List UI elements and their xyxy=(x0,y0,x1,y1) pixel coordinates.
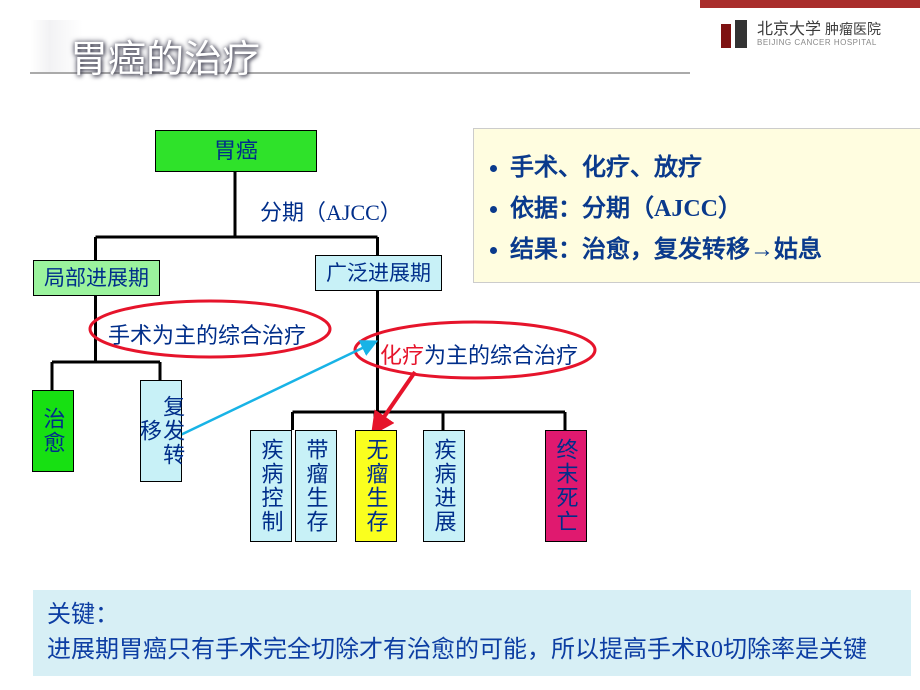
page-title: 胃癌的治疗 xyxy=(70,28,260,83)
bullet-item: 手术、化疗、放疗 xyxy=(510,147,907,182)
node-progress: 疾病进展 xyxy=(423,430,465,542)
node-death: 终末死亡 xyxy=(545,430,587,542)
node-tumorfree: 无瘤生存 xyxy=(355,430,397,542)
logo-hospital-text: 肿瘤医院 xyxy=(825,23,881,38)
surgery-strategy-label: 手术为主的综合治疗 xyxy=(108,318,306,350)
node-left: 局部进展期 xyxy=(33,260,160,296)
logo-icon xyxy=(717,18,751,52)
node-root: 胃癌 xyxy=(155,130,317,172)
node-right: 广泛进展期 xyxy=(315,255,442,291)
header-red-bar xyxy=(700,0,920,8)
chemo-suffix: 为主的综合治疗 xyxy=(424,343,578,368)
staging-label: 分期（AJCC） xyxy=(260,195,402,227)
node-relapse: 复发转移 xyxy=(140,380,182,482)
chemo-prefix: 化疗 xyxy=(380,343,424,368)
hospital-logo: 北京大学 肿瘤医院 BEIJING CANCER HOSPITAL xyxy=(717,18,902,52)
bullet-item: 结果：治愈，复发转移→姑息 xyxy=(510,229,907,264)
bottom-key-note: 关键： 进展期胃癌只有手术完全切除才有治愈的可能，所以提高手术R0切除率是关键 xyxy=(33,590,911,676)
bullets-panel: 手术、化疗、放疗依据：分期（AJCC） 结果：治愈，复发转移→姑息 xyxy=(473,128,920,283)
logo-english-text: BEIJING CANCER HOSPITAL xyxy=(757,39,881,47)
node-withtumor: 带瘤生存 xyxy=(295,430,337,542)
logo-university-text: 北京大学 xyxy=(757,21,821,38)
node-cure: 治愈 xyxy=(32,390,74,472)
bullet-item: 依据：分期（AJCC） xyxy=(510,188,907,223)
node-control: 疾病控制 xyxy=(250,430,292,542)
chemo-strategy-label: 化疗为主的综合治疗 xyxy=(380,338,578,370)
